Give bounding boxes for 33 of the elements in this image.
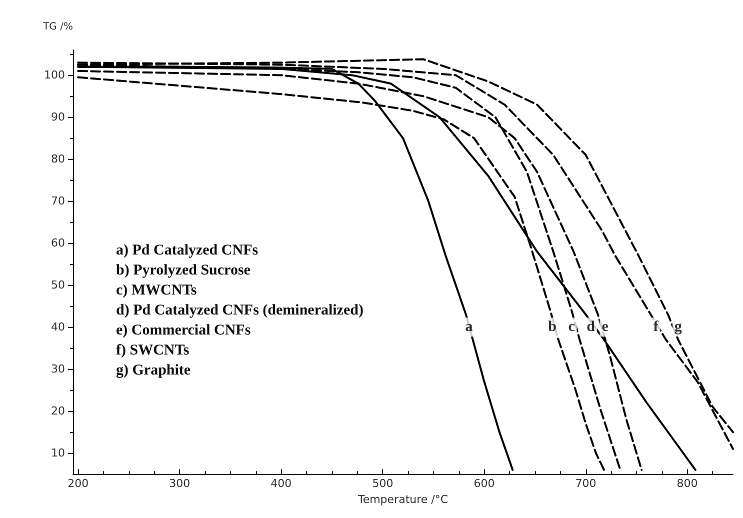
x-tick-label: 700 <box>575 477 596 490</box>
x-tick-label: 600 <box>474 477 495 490</box>
y-axis-title: TG /% <box>42 22 73 32</box>
annotation: e <box>602 319 609 336</box>
annotation: a <box>465 319 474 336</box>
annotation: f <box>653 319 660 336</box>
annotation: g) Graphite <box>116 362 191 378</box>
x-tick-label: 200 <box>68 477 89 490</box>
annotation: d <box>586 319 596 336</box>
y-tick-label: 80 <box>51 152 65 166</box>
annotation: b <box>548 319 556 336</box>
y-tick-label: 90 <box>51 110 65 124</box>
x-axis-title: Temperature /°C <box>356 493 448 506</box>
y-tick-label: 10 <box>51 446 65 460</box>
y-tick-label: 60 <box>51 236 65 250</box>
annotation: a) Pd Catalyzed CNFs <box>116 242 258 258</box>
y-tick-label: 70 <box>51 194 65 208</box>
annotation: b) Pyrolyzed Sucrose <box>116 262 251 278</box>
annotation: f) SWCNTs <box>116 342 190 358</box>
y-tick-label: 100 <box>44 68 65 82</box>
x-tick-label: 300 <box>169 477 190 490</box>
y-tick-label: 30 <box>51 362 65 376</box>
x-tick-label: 800 <box>676 477 698 490</box>
annotation: c <box>568 319 576 336</box>
annotation: d) Pd Catalyzed CNFs (demineralized) <box>116 302 364 318</box>
y-tick-label: 50 <box>51 278 65 292</box>
x-tick-label: 500 <box>372 477 394 490</box>
x-tick-label: 400 <box>270 477 292 490</box>
y-tick-label: 40 <box>51 320 65 334</box>
annotation: g <box>674 319 682 336</box>
annotation: e) Commercial CNFs <box>116 322 251 338</box>
annotation: c) MWCNTs <box>116 282 197 298</box>
y-tick-label: 20 <box>51 404 65 418</box>
